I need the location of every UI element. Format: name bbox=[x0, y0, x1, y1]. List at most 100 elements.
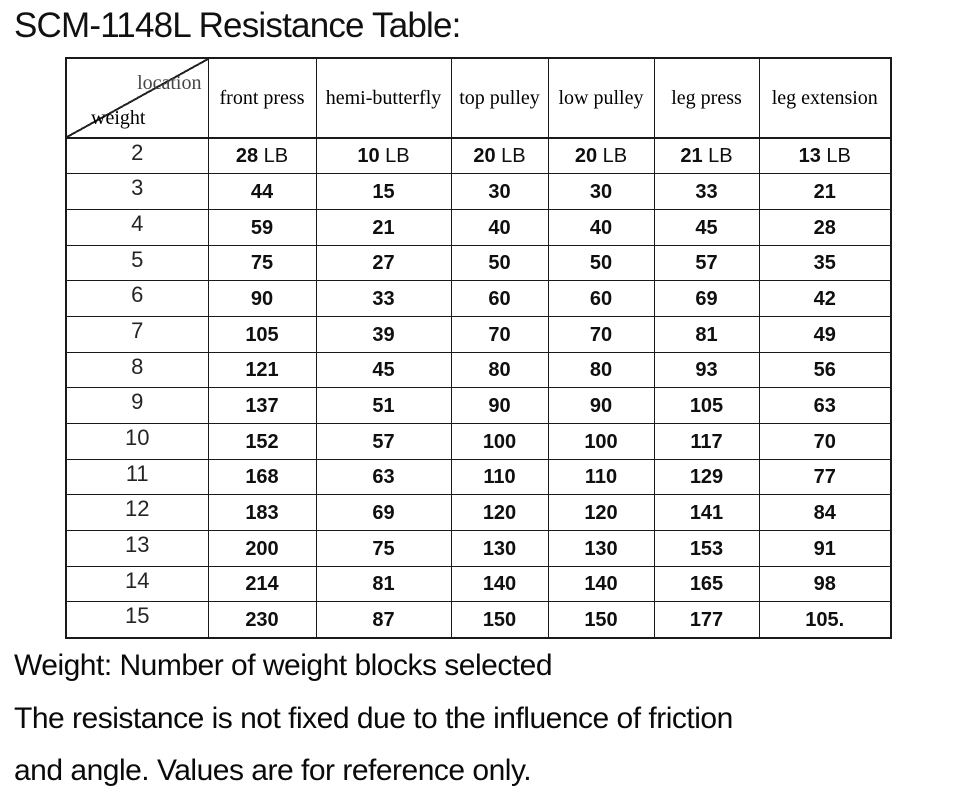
value-cell: 81 bbox=[653, 315, 760, 353]
header-row: location weight front press hemi-butterfl… bbox=[65, 57, 892, 139]
weight-cell: 3 bbox=[65, 173, 209, 210]
value-cell: 75 bbox=[315, 530, 452, 567]
page-title: SCM-1148L Resistance Table: bbox=[14, 6, 461, 45]
table-row: 8 121 45 80 80 93 56 bbox=[65, 351, 892, 389]
table-row: 3 44 15 30 30 33 21 bbox=[65, 173, 892, 210]
column-header: top pulley bbox=[450, 57, 549, 139]
value-cell: 13 LB bbox=[758, 137, 892, 175]
value-cell: 44 bbox=[207, 173, 317, 210]
value-cell: 70 bbox=[547, 315, 655, 353]
weight-cell: 5 bbox=[65, 244, 209, 282]
value-cell: 87 bbox=[315, 601, 452, 639]
value-cell: 51 bbox=[315, 387, 452, 424]
value-cell: 150 bbox=[547, 601, 655, 639]
value-cell: 91 bbox=[758, 530, 892, 567]
value-cell: 81 bbox=[315, 565, 452, 603]
value-cell: 35 bbox=[758, 244, 892, 282]
value-cell: 21 bbox=[758, 173, 892, 210]
column-header: leg press bbox=[653, 57, 760, 139]
weight-cell: 11 bbox=[65, 458, 209, 496]
value-cell: 57 bbox=[653, 244, 760, 282]
value-cell: 69 bbox=[653, 280, 760, 317]
value-cell: 130 bbox=[547, 530, 655, 567]
column-header: leg extension bbox=[758, 57, 892, 139]
value-cell: 168 bbox=[207, 458, 317, 496]
value-cell: 50 bbox=[450, 244, 549, 282]
value-cell: 110 bbox=[450, 458, 549, 496]
value-cell: 110 bbox=[547, 458, 655, 496]
value-cell: 177 bbox=[653, 601, 760, 639]
note-disclaimer-line-1: The resistance is not fixed due to the i… bbox=[14, 701, 733, 735]
value-cell: 77 bbox=[758, 458, 892, 496]
value-cell: 105. bbox=[758, 601, 892, 639]
value-cell: 230 bbox=[207, 601, 317, 639]
value-cell: 70 bbox=[450, 315, 549, 353]
value-cell: 28 bbox=[758, 208, 892, 246]
table-row: 14 214 81 140 140 165 98 bbox=[65, 565, 892, 603]
value-cell: 80 bbox=[547, 351, 655, 389]
weight-cell: 9 bbox=[65, 387, 209, 424]
value-cell: 140 bbox=[450, 565, 549, 603]
weight-cell: 15 bbox=[65, 601, 209, 639]
value-cell: 98 bbox=[758, 565, 892, 603]
value-cell: 63 bbox=[758, 387, 892, 424]
value-cell: 21 bbox=[315, 208, 452, 246]
value-cell: 129 bbox=[653, 458, 760, 496]
value-cell: 56 bbox=[758, 351, 892, 389]
value-cell: 63 bbox=[315, 458, 452, 496]
table-row: 5 75 27 50 50 57 35 bbox=[65, 244, 892, 282]
value-cell: 100 bbox=[450, 423, 549, 460]
value-cell: 100 bbox=[547, 423, 655, 460]
value-cell: 90 bbox=[450, 387, 549, 424]
value-cell: 57 bbox=[315, 423, 452, 460]
value-cell: 30 bbox=[450, 173, 549, 210]
value-cell: 45 bbox=[315, 351, 452, 389]
weight-cell: 6 bbox=[65, 280, 209, 317]
value-cell: 152 bbox=[207, 423, 317, 460]
value-cell: 105 bbox=[653, 387, 760, 424]
value-cell: 33 bbox=[653, 173, 760, 210]
value-cell: 165 bbox=[653, 565, 760, 603]
value-cell: 42 bbox=[758, 280, 892, 317]
table-row: 4 59 21 40 40 45 28 bbox=[65, 208, 892, 246]
weight-cell: 2 bbox=[65, 137, 209, 175]
table-row: 15 230 87 150 150 177 105. bbox=[65, 601, 892, 639]
value-cell: 120 bbox=[450, 494, 549, 532]
value-cell: 50 bbox=[547, 244, 655, 282]
table-row: 10 152 57 100 100 117 70 bbox=[65, 423, 892, 460]
value-cell: 10 LB bbox=[315, 137, 452, 175]
table-body: 2 28 LB 10 LB 20 LB 20 LB 21 LB 13 LB 3 44 15 30 30… bbox=[65, 137, 892, 639]
value-cell: 69 bbox=[315, 494, 452, 532]
value-cell: 21 LB bbox=[653, 137, 760, 175]
column-header: low pulley bbox=[547, 57, 655, 139]
resistance-table: location weight front press hemi-butterfl… bbox=[65, 57, 892, 639]
value-cell: 39 bbox=[315, 315, 452, 353]
value-cell: 60 bbox=[547, 280, 655, 317]
value-cell: 121 bbox=[207, 351, 317, 389]
value-cell: 117 bbox=[653, 423, 760, 460]
value-cell: 120 bbox=[547, 494, 655, 532]
value-cell: 15 bbox=[315, 173, 452, 210]
value-cell: 20 LB bbox=[450, 137, 549, 175]
value-cell: 59 bbox=[207, 208, 317, 246]
value-cell: 214 bbox=[207, 565, 317, 603]
table-row: 6 90 33 60 60 69 42 bbox=[65, 280, 892, 317]
value-cell: 45 bbox=[653, 208, 760, 246]
weight-cell: 13 bbox=[65, 530, 209, 567]
value-cell: 105 bbox=[207, 315, 317, 353]
column-header: hemi-butterfly bbox=[315, 57, 452, 139]
value-cell: 150 bbox=[450, 601, 549, 639]
table-row: 2 28 LB 10 LB 20 LB 20 LB 21 LB 13 LB bbox=[65, 137, 892, 175]
value-cell: 153 bbox=[653, 530, 760, 567]
value-cell: 27 bbox=[315, 244, 452, 282]
value-cell: 60 bbox=[450, 280, 549, 317]
weight-cell: 12 bbox=[65, 494, 209, 532]
note-disclaimer-line-2: and angle. Values are for reference only… bbox=[14, 754, 532, 787]
weight-cell: 7 bbox=[65, 315, 209, 353]
value-cell: 93 bbox=[653, 351, 760, 389]
corner-cell: location weight bbox=[65, 57, 209, 139]
weight-cell: 10 bbox=[65, 423, 209, 460]
value-cell: 90 bbox=[547, 387, 655, 424]
column-header: front press bbox=[207, 57, 317, 139]
